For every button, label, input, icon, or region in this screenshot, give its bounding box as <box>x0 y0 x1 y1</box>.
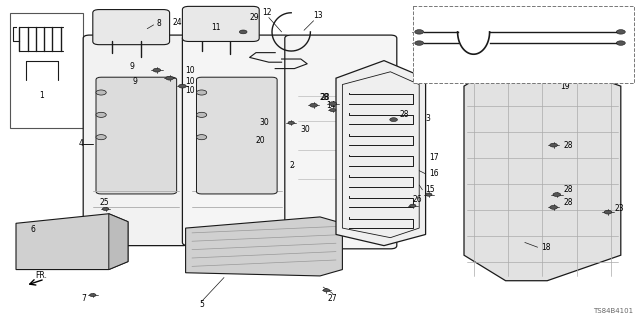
Polygon shape <box>16 214 128 270</box>
Circle shape <box>310 103 317 107</box>
Text: 2: 2 <box>290 161 294 170</box>
Text: 5: 5 <box>199 300 204 309</box>
FancyBboxPatch shape <box>96 77 177 194</box>
Circle shape <box>553 193 561 197</box>
Text: 21: 21 <box>483 55 493 63</box>
Text: 20: 20 <box>256 136 266 145</box>
Circle shape <box>196 112 207 117</box>
Polygon shape <box>336 61 426 246</box>
Text: 9: 9 <box>132 77 138 86</box>
Text: 23: 23 <box>614 204 624 213</box>
Circle shape <box>288 121 294 124</box>
Text: 28: 28 <box>563 198 573 207</box>
Text: 30: 30 <box>259 118 269 127</box>
Text: 13: 13 <box>314 11 323 20</box>
FancyBboxPatch shape <box>182 6 259 41</box>
Text: 24: 24 <box>173 18 182 27</box>
Text: 28: 28 <box>320 93 330 102</box>
Circle shape <box>604 210 612 214</box>
Text: TS84B4101: TS84B4101 <box>593 308 634 314</box>
Text: 25: 25 <box>99 198 109 207</box>
Text: 18: 18 <box>541 243 550 252</box>
Circle shape <box>96 112 106 117</box>
FancyBboxPatch shape <box>83 35 189 246</box>
Text: 14: 14 <box>326 101 336 110</box>
Text: 1: 1 <box>39 91 44 100</box>
Circle shape <box>96 90 106 95</box>
FancyBboxPatch shape <box>93 10 170 45</box>
Circle shape <box>179 84 186 88</box>
Circle shape <box>330 108 336 112</box>
Text: 30: 30 <box>301 125 310 134</box>
Text: 22: 22 <box>501 16 510 25</box>
Circle shape <box>196 135 207 140</box>
Circle shape <box>153 68 161 72</box>
Circle shape <box>323 289 330 292</box>
Text: FR.: FR. <box>35 271 47 280</box>
Bar <box>10 13 83 128</box>
Text: 6: 6 <box>30 225 35 234</box>
Circle shape <box>616 41 625 45</box>
Text: 10: 10 <box>186 86 195 95</box>
Circle shape <box>390 118 397 122</box>
Bar <box>413 6 634 83</box>
Text: 28: 28 <box>320 93 330 102</box>
Circle shape <box>410 204 416 207</box>
Circle shape <box>239 30 247 34</box>
Text: 10: 10 <box>186 77 195 86</box>
Circle shape <box>166 76 173 80</box>
FancyBboxPatch shape <box>196 77 277 194</box>
Text: 17: 17 <box>429 153 438 162</box>
Text: 3: 3 <box>426 114 431 122</box>
Circle shape <box>96 135 106 140</box>
Circle shape <box>616 30 625 34</box>
Text: 28: 28 <box>400 110 410 119</box>
Circle shape <box>196 90 207 95</box>
Text: 4: 4 <box>78 139 83 148</box>
Polygon shape <box>109 214 128 270</box>
Polygon shape <box>464 61 621 281</box>
FancyBboxPatch shape <box>182 35 291 246</box>
Circle shape <box>550 143 557 147</box>
Text: 29: 29 <box>250 13 259 22</box>
Polygon shape <box>186 217 342 276</box>
Circle shape <box>329 102 337 106</box>
Circle shape <box>415 30 424 34</box>
Text: 28: 28 <box>563 141 573 150</box>
Text: 15: 15 <box>426 185 435 194</box>
Text: 12: 12 <box>262 8 272 17</box>
Text: 26: 26 <box>413 195 422 204</box>
Text: 11: 11 <box>211 23 221 32</box>
Text: 10: 10 <box>186 66 195 75</box>
Circle shape <box>550 205 557 209</box>
Text: 7: 7 <box>81 294 86 303</box>
Circle shape <box>415 41 424 45</box>
Text: 28: 28 <box>563 185 573 194</box>
Text: 27: 27 <box>328 294 338 303</box>
Text: 16: 16 <box>429 169 438 178</box>
Circle shape <box>426 193 432 196</box>
Circle shape <box>90 293 96 297</box>
Text: 8: 8 <box>157 19 161 28</box>
FancyBboxPatch shape <box>285 35 397 249</box>
Circle shape <box>102 207 109 211</box>
Text: 19: 19 <box>560 82 570 91</box>
Text: 9: 9 <box>129 63 134 71</box>
